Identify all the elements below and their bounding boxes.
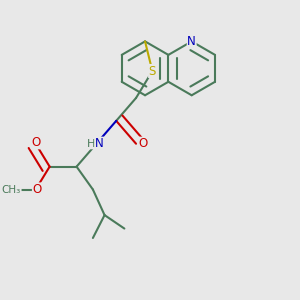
Text: O: O: [32, 183, 42, 196]
Text: N: N: [95, 137, 104, 150]
Text: O: O: [31, 136, 40, 149]
Text: S: S: [149, 64, 156, 77]
Text: O: O: [139, 137, 148, 150]
Text: CH₃: CH₃: [2, 184, 21, 194]
Text: N: N: [187, 35, 196, 48]
Text: H: H: [87, 139, 95, 149]
